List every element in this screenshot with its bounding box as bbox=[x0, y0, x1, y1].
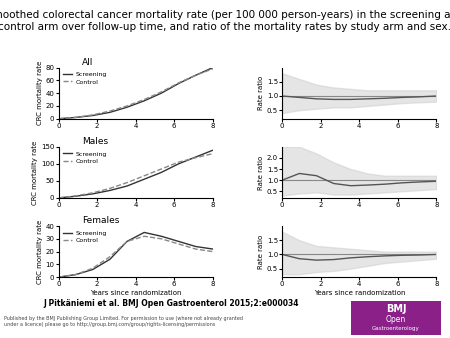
X-axis label: Years since randomization: Years since randomization bbox=[314, 290, 405, 296]
Text: Males: Males bbox=[81, 137, 108, 146]
Y-axis label: Rate ratio: Rate ratio bbox=[258, 76, 264, 110]
Text: Females: Females bbox=[81, 216, 119, 225]
Legend: Screening, Control: Screening, Control bbox=[62, 71, 108, 86]
Y-axis label: Rate ratio: Rate ratio bbox=[258, 155, 264, 190]
Text: J Pitkäniemi et al. BMJ Open Gastroenterol 2015;2:e000034: J Pitkäniemi et al. BMJ Open Gastroenter… bbox=[43, 299, 299, 308]
Text: All: All bbox=[81, 58, 93, 67]
Legend: Screening, Control: Screening, Control bbox=[62, 150, 108, 165]
Text: BMJ: BMJ bbox=[386, 304, 406, 314]
Y-axis label: Rate ratio: Rate ratio bbox=[258, 235, 264, 269]
Text: Smoothed colorectal cancer mortality rate (per 100 000 person-years) in the scre: Smoothed colorectal cancer mortality rat… bbox=[0, 10, 450, 32]
Y-axis label: CRC mortality rate: CRC mortality rate bbox=[32, 140, 38, 204]
Text: Open: Open bbox=[386, 315, 406, 324]
Text: Published by the BMJ Publishing Group Limited. For permission to use (where not : Published by the BMJ Publishing Group Li… bbox=[4, 316, 243, 327]
X-axis label: Years since randomization: Years since randomization bbox=[90, 290, 181, 296]
Legend: Screening, Control: Screening, Control bbox=[62, 229, 108, 244]
Text: Gastroenterology: Gastroenterology bbox=[372, 326, 420, 331]
Y-axis label: CRC mortality rate: CRC mortality rate bbox=[36, 61, 43, 125]
Y-axis label: CRC mortality rate: CRC mortality rate bbox=[36, 219, 43, 284]
